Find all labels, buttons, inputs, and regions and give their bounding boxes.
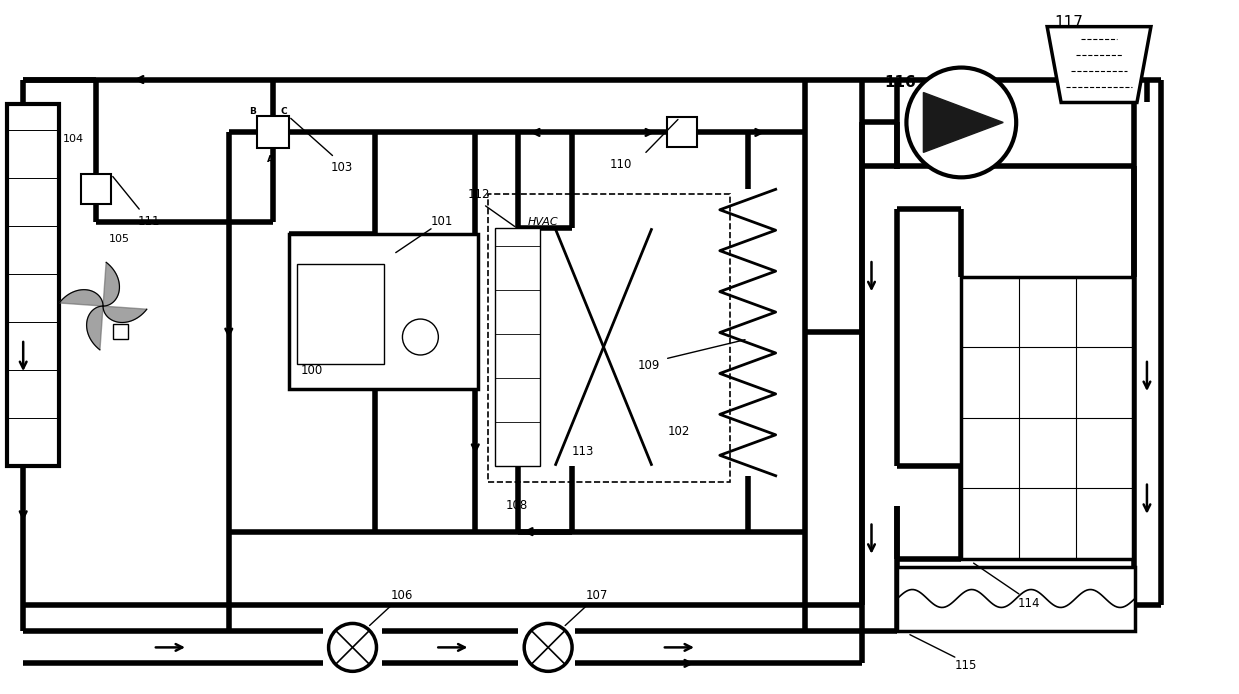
Bar <box>897 566 1135 632</box>
Bar <box>81 174 112 204</box>
Bar <box>256 117 289 149</box>
Text: 114: 114 <box>1017 597 1040 610</box>
Polygon shape <box>103 306 147 323</box>
Text: B: B <box>249 108 255 117</box>
Circle shape <box>524 623 572 671</box>
Polygon shape <box>87 306 103 350</box>
Text: 105: 105 <box>109 234 130 244</box>
Circle shape <box>403 319 439 355</box>
Text: 100: 100 <box>301 364 323 378</box>
Polygon shape <box>923 92 1004 153</box>
Bar <box>289 235 478 389</box>
Bar <box>496 228 540 466</box>
Bar <box>113 324 128 339</box>
Text: 116: 116 <box>885 75 916 90</box>
Text: 112: 112 <box>467 188 489 201</box>
Polygon shape <box>59 289 103 306</box>
Text: 108: 108 <box>506 499 528 512</box>
Bar <box>488 194 730 482</box>
Bar <box>296 264 384 364</box>
Text: 109: 109 <box>638 359 660 373</box>
Text: 115: 115 <box>954 659 976 672</box>
Text: 103: 103 <box>331 161 353 174</box>
Bar <box>961 277 1132 559</box>
Text: 106: 106 <box>390 589 413 602</box>
Text: 117: 117 <box>1054 15 1083 30</box>
Text: 101: 101 <box>430 214 452 228</box>
Text: A: A <box>266 155 274 164</box>
Circle shape <box>328 623 377 671</box>
Text: C: C <box>281 108 287 117</box>
Text: 104: 104 <box>63 135 84 144</box>
Text: HVAC: HVAC <box>528 217 559 227</box>
Polygon shape <box>1047 26 1151 103</box>
Text: 110: 110 <box>610 158 632 171</box>
Bar <box>667 117 696 147</box>
Bar <box>7 105 59 466</box>
Text: 113: 113 <box>572 446 595 458</box>
Text: 111: 111 <box>138 214 161 228</box>
Circle shape <box>907 67 1016 178</box>
Text: 107: 107 <box>586 589 608 602</box>
Polygon shape <box>103 262 119 306</box>
Text: 102: 102 <box>668 425 690 439</box>
